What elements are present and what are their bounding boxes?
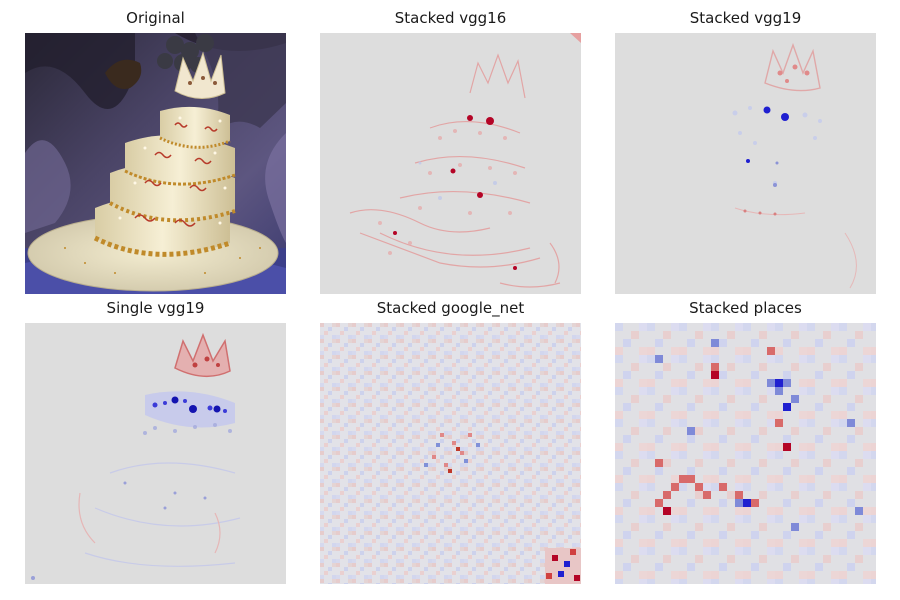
- panel-stacked-vgg19: Stacked vgg19: [615, 8, 876, 298]
- saliency-map-stacked-vgg16: [320, 33, 581, 294]
- panel-title: Stacked vgg19: [689, 9, 802, 27]
- saliency-map-stacked-google-net: [320, 323, 581, 584]
- panel-stacked-vgg16: Stacked vgg16: [320, 8, 581, 298]
- panel-title: Stacked google_net: [376, 299, 525, 317]
- panel-single-vgg19: Single vgg19: [25, 298, 286, 588]
- panel-stacked-places: Stacked places: [615, 298, 876, 588]
- panel-original: Original: [25, 8, 286, 298]
- panel-title: Stacked places: [689, 299, 802, 317]
- cake-photo: [25, 33, 286, 294]
- saliency-map-stacked-vgg19: [615, 33, 876, 294]
- panel-title: Stacked vgg16: [394, 9, 507, 27]
- saliency-map-single-vgg19: [25, 323, 286, 584]
- panel-title: Original: [126, 9, 185, 27]
- panel-title: Single vgg19: [106, 299, 205, 317]
- panel-stacked-google-net: Stacked google_net: [320, 298, 581, 588]
- saliency-map-stacked-places: [615, 323, 876, 584]
